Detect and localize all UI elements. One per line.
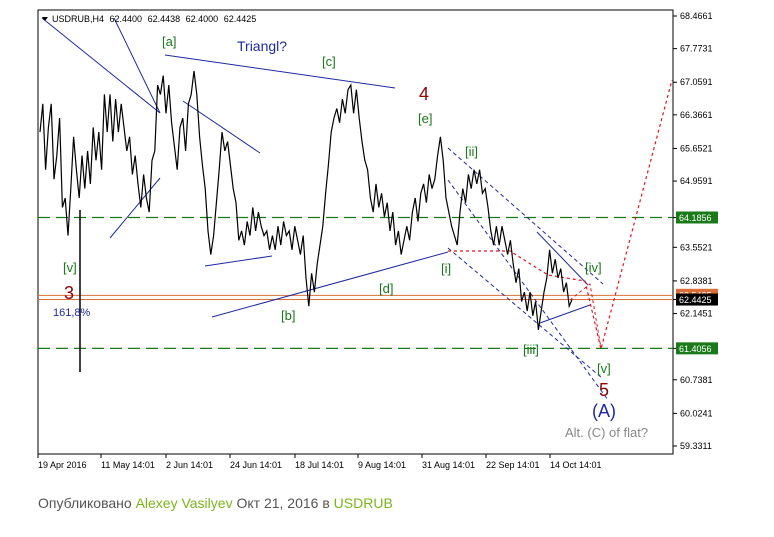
x-tick-label-4: 18 Jul 14:01 bbox=[295, 460, 344, 470]
price-series-line bbox=[39, 70, 573, 330]
price-tag-2: 62.4425 bbox=[679, 295, 712, 305]
wave-label-i: [i] bbox=[441, 261, 451, 276]
header-high: 62.4438 bbox=[148, 14, 181, 24]
channel-mid-dashed bbox=[447, 179, 609, 401]
trendline-v-up bbox=[109, 177, 161, 239]
y-tick-label-7: 63.5521 bbox=[680, 242, 713, 252]
wave-label-wave5: 5 bbox=[599, 380, 609, 400]
channel-upper-dashed bbox=[447, 147, 604, 285]
chart-background bbox=[37, 9, 674, 455]
wave-label-a: [a] bbox=[162, 34, 176, 49]
x-tick-label-6: 31 Aug 14:01 bbox=[422, 460, 475, 470]
trendline-lower-short bbox=[204, 255, 273, 267]
y-axis: 68.4661 67.7731 67.0591 66.3661 65.6521 64.95… bbox=[673, 11, 718, 451]
wave-label-ii: [ii] bbox=[465, 144, 478, 159]
x-tick-label-7: 22 Sep 14:01 bbox=[486, 460, 540, 470]
price-tag-3: 61.4056 bbox=[679, 344, 712, 354]
x-tick-label-8: 14 Oct 14:01 bbox=[550, 460, 602, 470]
symbol-link[interactable]: USDRUB bbox=[333, 495, 393, 511]
publish-date: Окт 21, 2016 bbox=[236, 495, 319, 511]
wave-label-triangl: Triangl? bbox=[237, 38, 287, 54]
triangle-lower-line bbox=[211, 251, 449, 318]
y-tick-label-4: 65.6521 bbox=[680, 143, 713, 153]
y-tick-label-13: 60.0241 bbox=[680, 408, 713, 418]
y-tick-label-0: 68.4661 bbox=[680, 11, 713, 21]
y-tick-label-1: 67.7731 bbox=[680, 44, 713, 54]
x-tick-label-2: 2 Jun 14:01 bbox=[166, 460, 213, 470]
header-close: 62.4425 bbox=[224, 14, 257, 24]
x-tick-label-0: 19 Apr 2016 bbox=[38, 460, 87, 470]
x-tick-label-5: 9 Aug 14:01 bbox=[358, 460, 406, 470]
wave-label-d: [d] bbox=[379, 281, 393, 296]
wave-label-waveA: (A) bbox=[592, 401, 616, 421]
wave-label-wave3: 3 bbox=[64, 283, 74, 303]
wave-label-v_left: [v] bbox=[63, 260, 77, 275]
header-low: 62.4000 bbox=[186, 14, 219, 24]
y-tick-label-2: 67.0591 bbox=[680, 77, 713, 87]
triangle-upper-line bbox=[164, 54, 396, 89]
collapse-arrow-icon[interactable] bbox=[42, 17, 48, 21]
wave-labels: [a] Triangl? [c] 4 [e] [ii] [i] [d] [b] [v] 3 161,8… bbox=[53, 34, 648, 440]
price-tag-0: 64.1856 bbox=[679, 213, 712, 223]
in-label: в bbox=[322, 495, 330, 511]
x-tick-label-3: 24 Jun 14:01 bbox=[230, 460, 282, 470]
author-link[interactable]: Alexey Vasilyev bbox=[135, 495, 233, 511]
x-axis: 19 Apr 2016 11 May 14:01 2 Jun 14:01 24 Jun… bbox=[37, 454, 602, 470]
wave-label-e: [e] bbox=[418, 111, 432, 126]
y-tick-label-12: 60.7381 bbox=[680, 375, 713, 385]
projection-v-leg bbox=[569, 283, 602, 349]
publication-footer: Опубликовано Alexey Vasilyev Окт 21, 201… bbox=[38, 495, 393, 511]
usdrub-chart: [a] Triangl? [c] 4 [e] [ii] [i] [d] [b] [v] 3 161,8… bbox=[37, 9, 718, 470]
chart-header: USDRUB,H4 62.4400 62.4438 62.4000 62.442… bbox=[42, 14, 256, 24]
y-tick-label-5: 64.9591 bbox=[680, 176, 713, 186]
wave-label-b: [b] bbox=[281, 308, 295, 323]
wave-trendlines bbox=[41, 17, 673, 401]
wave3-drop-line-2 bbox=[113, 17, 161, 114]
y-tick-label-3: 66.3661 bbox=[680, 110, 713, 120]
y-tick-label-14: 59.3311 bbox=[680, 441, 712, 451]
wave-label-iv: [iv] bbox=[585, 260, 602, 275]
price-tag-bg-2 bbox=[676, 293, 718, 306]
y-tick-label-8: 62.8381 bbox=[680, 276, 713, 286]
header-open: 62.4400 bbox=[110, 14, 143, 24]
price-tag-bg-0 bbox=[676, 211, 718, 224]
price-tag-bg-3 bbox=[676, 342, 718, 355]
wave-label-alt: Alt. (C) of flat? bbox=[565, 425, 648, 440]
header-symbol: USDRUB,H4 bbox=[52, 14, 104, 24]
wave-label-v_right: [v] bbox=[597, 361, 611, 376]
wave3-drop-line bbox=[41, 17, 161, 114]
channel-lower-dashed bbox=[447, 247, 603, 379]
iv-upper-line bbox=[536, 231, 589, 286]
wave-label-wave4: 4 bbox=[419, 84, 429, 104]
y-tick-label-10: 62.1451 bbox=[680, 309, 713, 319]
chart-header-text: USDRUB,H4 62.4400 62.4438 62.4000 62.442… bbox=[52, 14, 256, 24]
wave-label-iii: [iii] bbox=[523, 342, 539, 357]
wave-label-c: [c] bbox=[322, 54, 336, 69]
projection-path bbox=[448, 79, 673, 350]
iv-lower-line bbox=[539, 304, 591, 324]
trendline-a-b bbox=[182, 100, 261, 154]
x-tick-label-1: 11 May 14:01 bbox=[101, 460, 155, 470]
wave-label-fib: 161,8% bbox=[53, 307, 91, 319]
published-label: Опубликовано bbox=[38, 495, 132, 511]
